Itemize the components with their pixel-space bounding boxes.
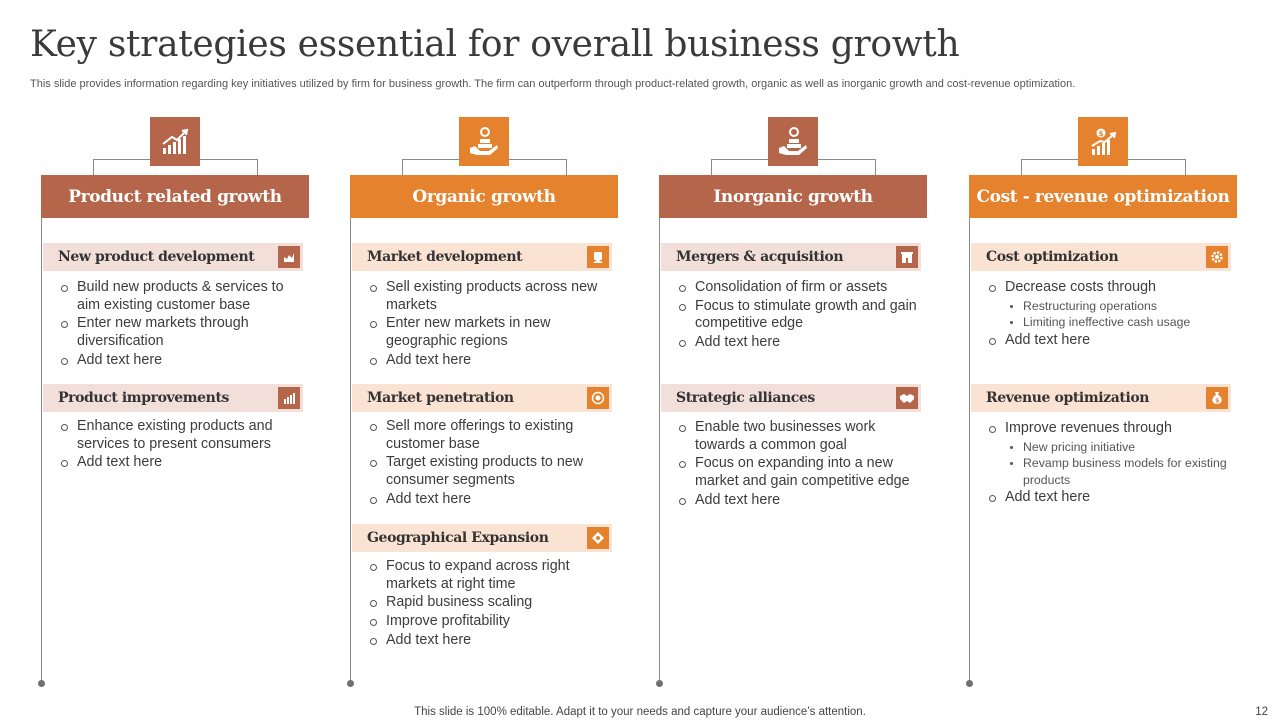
nested-list-item: New pricing initiative [1005, 439, 1232, 456]
nested-list: Restructuring operations Limiting ineffe… [1005, 298, 1232, 331]
timeline-line [969, 218, 970, 682]
bullet-list: Improve revenues through New pricing ini… [987, 420, 1232, 508]
list-item: Focus to expand across right markets at … [368, 558, 613, 593]
list-item: Add text here [368, 632, 613, 650]
list-item: Rapid business scaling [368, 594, 613, 612]
section-header: Product improvements [43, 384, 303, 412]
section-title: Product improvements [58, 390, 229, 406]
money-bag-icon: $ [1206, 387, 1228, 409]
list-item-text: Decrease costs through [1005, 279, 1156, 295]
column-inorganic-growth: Inorganic growth Mergers & acquisition C… [656, 0, 927, 720]
bullet-list: Focus to expand across right markets at … [368, 558, 613, 651]
globe-icon [587, 527, 609, 549]
section-header: Market penetration [352, 384, 612, 412]
list-item: Sell more offerings to existing customer… [368, 418, 613, 453]
section-title: New product development [58, 249, 255, 265]
section-header: New product development [43, 243, 303, 271]
timeline-dot [347, 680, 354, 687]
nested-list-item: Limiting ineffective cash usage [1005, 314, 1232, 331]
slide-subtitle: This slide provides information regardin… [30, 78, 1076, 90]
list-item: Enter new markets through diversificatio… [59, 315, 304, 350]
column-header: Organic growth [350, 175, 618, 218]
list-item: Add text here [59, 454, 304, 472]
growth-chart-icon [150, 117, 200, 166]
section-title: Revenue optimization [986, 390, 1150, 406]
section-header: Market development [352, 243, 612, 271]
list-item: Sell existing products across new market… [368, 279, 613, 314]
list-item-text: Improve revenues through [1005, 420, 1172, 436]
section-title: Strategic alliances [676, 390, 815, 406]
product-icon [278, 246, 300, 268]
bullet-list: Build new products & services to aim exi… [59, 279, 304, 370]
column-header: Product related growth [41, 175, 309, 218]
list-item: Build new products & services to aim exi… [59, 279, 304, 314]
market-icon [587, 246, 609, 268]
section-header: Strategic alliances [661, 384, 921, 412]
list-item: Add text here [677, 334, 922, 352]
list-item: Target existing products to new consumer… [368, 454, 613, 489]
list-item: Enable two businesses work towards a com… [677, 419, 922, 454]
section-title: Mergers & acquisition [676, 249, 844, 265]
section-header: Cost optimization [971, 243, 1231, 271]
column-header: Cost - revenue optimization [969, 175, 1237, 218]
hand-money-icon [768, 117, 818, 166]
section-title: Geographical Expansion [367, 530, 549, 546]
svg-text:$: $ [1215, 398, 1219, 405]
column-product-related-growth: Product related growth New product devel… [38, 0, 309, 720]
nested-list-item: Restructuring operations [1005, 298, 1232, 315]
timeline-dot [38, 680, 45, 687]
page-number: 12 [1255, 706, 1268, 718]
nested-list-item: Revamp business models for existing prod… [1005, 455, 1232, 488]
list-item: Add text here [368, 491, 613, 509]
handshake-icon [896, 387, 918, 409]
timeline-dot [656, 680, 663, 687]
list-item: Add text here [987, 489, 1232, 507]
list-item: Add text here [987, 332, 1232, 350]
bullet-list: Sell existing products across new market… [368, 279, 613, 370]
hand-money-icon [459, 117, 509, 166]
bullet-list: Decrease costs through Restructuring ope… [987, 279, 1232, 351]
timeline-line [350, 218, 351, 682]
timeline-line [659, 218, 660, 682]
bullet-list: Sell more offerings to existing customer… [368, 418, 613, 509]
section-header: Mergers & acquisition [661, 243, 921, 271]
list-item: Improve profitability [368, 613, 613, 631]
timeline-dot [966, 680, 973, 687]
column-organic-growth: Organic growth Market development Sell e… [347, 0, 618, 720]
bullet-list: Enhance existing products and services t… [59, 418, 304, 473]
bullet-list: Consolidation of firm or assets Focus to… [677, 279, 922, 353]
column-header: Inorganic growth [659, 175, 927, 218]
slide-footer: This slide is 100% editable. Adapt it to… [414, 706, 866, 718]
section-title: Cost optimization [986, 249, 1119, 265]
bar-chart-icon [278, 387, 300, 409]
nested-list: New pricing initiative Revamp business m… [1005, 439, 1232, 489]
section-header: Revenue optimization $ [971, 384, 1231, 412]
list-item: Improve revenues through New pricing ini… [987, 420, 1232, 488]
building-icon [896, 246, 918, 268]
column-cost-revenue-optimization: $ Cost - revenue optimization Cost optim… [966, 0, 1237, 720]
section-header: Geographical Expansion [352, 524, 612, 552]
section-title: Market development [367, 249, 523, 265]
list-item: Enhance existing products and services t… [59, 418, 304, 453]
gear-icon [1206, 246, 1228, 268]
list-item: Add text here [677, 492, 922, 510]
dollar-growth-icon: $ [1078, 117, 1128, 166]
list-item: Add text here [59, 352, 304, 370]
list-item: Enter new markets in new geographic regi… [368, 315, 613, 350]
list-item: Add text here [368, 352, 613, 370]
list-item: Focus to stimulate growth and gain compe… [677, 298, 922, 333]
list-item: Decrease costs through Restructuring ope… [987, 279, 1232, 331]
list-item: Focus on expanding into a new market and… [677, 455, 922, 490]
timeline-line [41, 218, 42, 682]
target-icon [587, 387, 609, 409]
slide-title: Key strategies essential for overall bus… [30, 24, 960, 65]
bullet-list: Enable two businesses work towards a com… [677, 419, 922, 510]
svg-text:$: $ [1099, 130, 1104, 138]
list-item: Consolidation of firm or assets [677, 279, 922, 297]
section-title: Market penetration [367, 390, 514, 406]
